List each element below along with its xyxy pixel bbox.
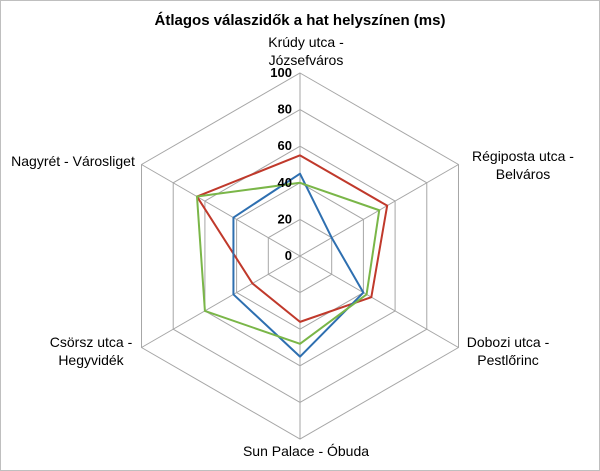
spoke-line [141, 164, 301, 257]
category-label: Csörsz utca -Hegyvidék [50, 334, 133, 368]
series-line [232, 172, 365, 358]
spoke-line [299, 255, 459, 348]
chart-title: Átlagos válaszidők a hat helyszínen (ms) [155, 12, 446, 29]
spoke-line [141, 255, 301, 348]
tick-label: 100 [270, 65, 292, 80]
category-label: Nagyrét - Városliget [11, 153, 135, 169]
tick-label: 40 [278, 175, 292, 190]
series-line [195, 181, 381, 345]
tick-label: 20 [278, 211, 292, 226]
tick-label: 80 [278, 102, 292, 117]
grid-layer [141, 72, 459, 440]
tick-label: 0 [285, 248, 292, 263]
series-layer [195, 154, 389, 358]
category-label: Dobozi utca -Pestlőrinc [467, 334, 550, 368]
category-label: Sun Palace - Óbuda [243, 443, 369, 459]
category-labels: Krúdy utca -Józsefváros Régiposta utca -B… [11, 34, 574, 459]
category-label: Régiposta utca -Belváros [472, 148, 574, 182]
tick-label: 60 [278, 138, 292, 153]
tick-layer: 0 20 40 60 80 100 [270, 65, 292, 263]
category-label: Krúdy utca -Józsefváros [268, 34, 344, 68]
